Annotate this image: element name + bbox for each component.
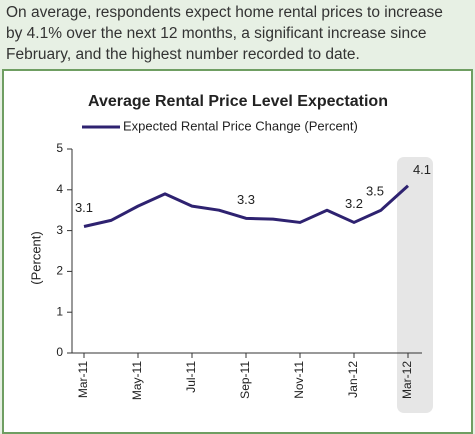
y-axis-label: (Percent) (28, 231, 43, 284)
data-label: 3.5 (366, 184, 384, 199)
x-tick-label: Mar-12 (400, 361, 414, 399)
y-tick-label: 3 (56, 223, 63, 237)
x-tick-label: Jan-12 (346, 361, 360, 398)
y-tick-label: 4 (56, 182, 63, 196)
highlight-band (397, 157, 433, 413)
chart-title: Average Rental Price Level Expectation (88, 93, 388, 110)
data-label: 3.3 (237, 192, 255, 207)
y-tick-label: 2 (56, 264, 63, 278)
header-line: On average, respondents expect home rent… (6, 4, 443, 21)
data-label: 3.2 (345, 196, 363, 211)
header: On average, respondents expect home rent… (6, 2, 472, 65)
legend-label: Expected Rental Price Change (Percent) (123, 118, 358, 133)
series-line (83, 184, 410, 228)
x-tick-label: May-11 (130, 361, 144, 400)
data-label: 4.1 (413, 162, 431, 177)
data-label: 3.1 (75, 200, 93, 215)
x-tick-label: Sep-11 (238, 361, 252, 399)
header-line: by 4.1% over the next 12 months, a signi… (6, 25, 427, 42)
y-tick-label: 0 (56, 345, 63, 359)
x-tick-label: Mar-11 (76, 361, 90, 398)
x-tick-label: Jul-11 (184, 361, 198, 393)
chart-panel (2, 69, 473, 434)
y-tick-label: 5 (56, 141, 63, 155)
y-tick-label: 1 (56, 304, 63, 318)
header-line: February, and the highest number recorde… (6, 46, 360, 63)
x-tick-label: Nov-11 (292, 361, 306, 399)
